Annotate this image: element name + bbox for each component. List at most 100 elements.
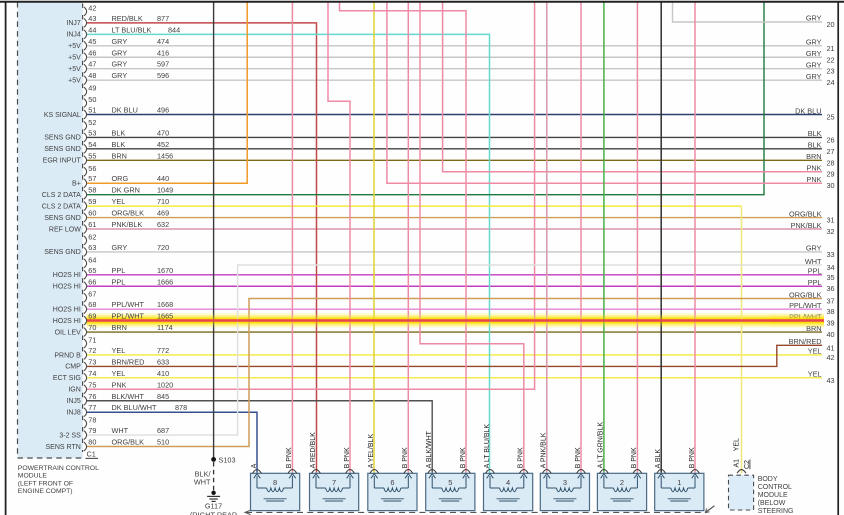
svg-text:OIL LEV: OIL LEV xyxy=(55,329,82,336)
svg-text:+5V: +5V xyxy=(68,55,81,62)
svg-text:8: 8 xyxy=(273,478,277,487)
svg-text:54: 54 xyxy=(88,140,96,149)
svg-text:GRY: GRY xyxy=(806,38,822,47)
svg-text:PNK/BLK: PNK/BLK xyxy=(112,220,143,229)
svg-text:GRY: GRY xyxy=(112,60,128,69)
svg-text:PPL/WHT: PPL/WHT xyxy=(112,300,145,309)
svg-text:CLS 2 DATA: CLS 2 DATA xyxy=(42,203,81,210)
svg-text:1456: 1456 xyxy=(157,151,173,160)
svg-text:CONTROL: CONTROL xyxy=(758,484,792,491)
svg-text:BRN/RED: BRN/RED xyxy=(789,337,822,346)
svg-text:20: 20 xyxy=(827,20,835,29)
svg-text:64: 64 xyxy=(88,255,96,264)
svg-text:62: 62 xyxy=(88,232,96,241)
svg-text:BRN: BRN xyxy=(112,151,127,160)
svg-text:60: 60 xyxy=(88,209,96,218)
svg-text:31: 31 xyxy=(827,216,835,225)
svg-text:A BLK/WHT: A BLK/WHT xyxy=(426,430,433,468)
svg-text:72: 72 xyxy=(88,346,96,355)
svg-text:49: 49 xyxy=(88,84,96,93)
svg-text:53: 53 xyxy=(88,128,96,137)
svg-text:1665: 1665 xyxy=(157,312,173,321)
svg-text:63: 63 xyxy=(88,243,96,252)
svg-text:PNK: PNK xyxy=(806,164,821,173)
svg-text:MODULE: MODULE xyxy=(18,473,48,480)
svg-text:76: 76 xyxy=(88,392,96,401)
svg-text:687: 687 xyxy=(157,426,169,435)
svg-text:71: 71 xyxy=(88,336,96,345)
svg-text:B PNK: B PNK xyxy=(631,447,638,468)
svg-text:KS SIGNAL: KS SIGNAL xyxy=(44,112,81,119)
svg-text:YEL: YEL xyxy=(112,346,126,355)
svg-text:474: 474 xyxy=(157,37,169,46)
svg-text:3-2 SS: 3-2 SS xyxy=(59,432,81,439)
svg-text:HO2S HI: HO2S HI xyxy=(53,318,81,325)
svg-text:632: 632 xyxy=(157,220,169,229)
svg-text:2: 2 xyxy=(620,478,624,487)
svg-text:YEL: YEL xyxy=(733,438,740,451)
svg-text:4: 4 xyxy=(506,478,510,487)
svg-text:B PNK: B PNK xyxy=(402,447,409,468)
svg-text:REF LOW: REF LOW xyxy=(49,226,81,233)
svg-text:37: 37 xyxy=(827,297,835,306)
svg-text:A PNK/BLK: A PNK/BLK xyxy=(541,432,548,468)
svg-text:B+: B+ xyxy=(72,181,81,188)
svg-text:SENS GND: SENS GND xyxy=(44,249,81,256)
svg-text:33: 33 xyxy=(827,250,835,259)
svg-text:844: 844 xyxy=(168,25,180,34)
svg-text:878: 878 xyxy=(175,403,187,412)
svg-text:28: 28 xyxy=(827,158,835,167)
svg-text:BLK/: BLK/ xyxy=(195,470,212,479)
svg-text:772: 772 xyxy=(157,346,169,355)
svg-text:A RED/BLK: A RED/BLK xyxy=(310,432,317,469)
svg-text:PRND B: PRND B xyxy=(54,352,81,359)
svg-text:1174: 1174 xyxy=(157,323,173,332)
svg-text:BRN: BRN xyxy=(112,323,127,332)
svg-text:470: 470 xyxy=(157,128,169,137)
svg-text:BRN: BRN xyxy=(806,152,821,161)
svg-text:DK BLU: DK BLU xyxy=(112,106,138,115)
svg-text:27: 27 xyxy=(827,147,835,156)
svg-text:INJ7: INJ7 xyxy=(66,20,81,27)
svg-text:596: 596 xyxy=(157,71,169,80)
svg-text:PNK: PNK xyxy=(112,380,127,389)
svg-text:26: 26 xyxy=(827,135,835,144)
svg-text:22: 22 xyxy=(827,55,835,64)
svg-text:48: 48 xyxy=(88,71,96,80)
svg-text:DK BLU/WHT: DK BLU/WHT xyxy=(112,403,158,412)
svg-text:70: 70 xyxy=(88,323,96,332)
svg-text:LT BLU/BLK: LT BLU/BLK xyxy=(112,25,152,34)
svg-text:(LEFT FRONT OF: (LEFT FRONT OF xyxy=(18,480,73,487)
svg-text:52: 52 xyxy=(88,118,96,127)
svg-text:WHT: WHT xyxy=(194,478,211,487)
svg-text:710: 710 xyxy=(157,197,169,206)
svg-text:65: 65 xyxy=(88,266,96,275)
svg-text:SENS GND: SENS GND xyxy=(44,135,81,142)
svg-text:GRY: GRY xyxy=(806,61,822,70)
svg-text:50: 50 xyxy=(88,95,96,104)
svg-text:ORG/BLK: ORG/BLK xyxy=(112,438,145,447)
svg-text:43: 43 xyxy=(88,14,96,23)
svg-text:BRN: BRN xyxy=(806,324,821,333)
svg-text:67: 67 xyxy=(88,290,96,299)
svg-text:47: 47 xyxy=(88,60,96,69)
svg-text:ENGINE COMPT): ENGINE COMPT) xyxy=(18,488,73,495)
svg-text:PPL: PPL xyxy=(112,266,126,275)
svg-text:597: 597 xyxy=(157,60,169,69)
svg-text:80: 80 xyxy=(88,438,96,447)
svg-text:S103: S103 xyxy=(219,456,236,465)
svg-text:WHT: WHT xyxy=(112,426,129,435)
svg-text:7: 7 xyxy=(332,478,336,487)
svg-text:YEL: YEL xyxy=(112,369,126,378)
svg-text:510: 510 xyxy=(157,438,169,447)
svg-text:PNK: PNK xyxy=(806,175,821,184)
svg-text:B PNK: B PNK xyxy=(689,447,696,468)
svg-text:A: A xyxy=(251,463,258,468)
svg-text:6: 6 xyxy=(390,478,394,487)
svg-text:+5V: +5V xyxy=(68,43,81,50)
svg-text:+5V: +5V xyxy=(68,77,81,84)
svg-text:1666: 1666 xyxy=(157,277,173,286)
svg-text:42: 42 xyxy=(827,353,835,362)
svg-text:21: 21 xyxy=(827,44,835,53)
svg-text:35: 35 xyxy=(827,273,835,282)
